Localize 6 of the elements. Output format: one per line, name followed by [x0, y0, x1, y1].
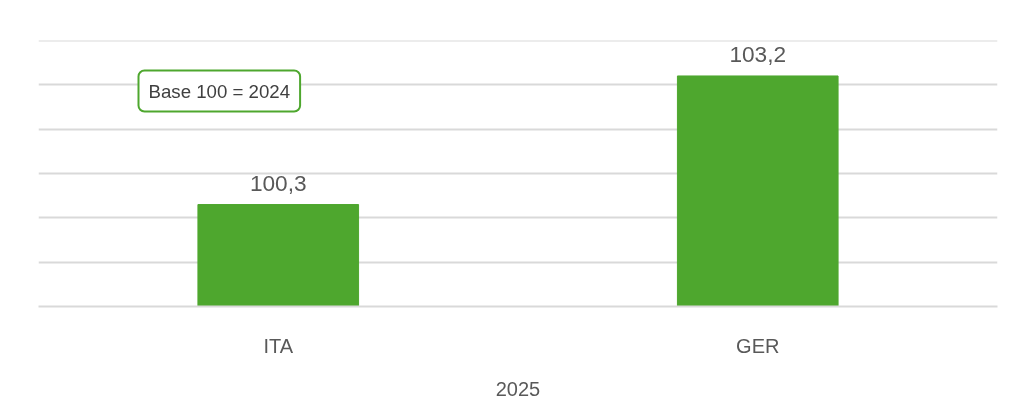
x-tick-label: ITA: [263, 334, 294, 357]
annotation: Base 100 = 2024: [148, 80, 291, 102]
x-tick-label: GER: [736, 334, 780, 357]
data-label: 103,2: [729, 40, 787, 67]
data-label: 100,3: [249, 169, 307, 196]
x-axis-title: 2025: [495, 377, 541, 400]
